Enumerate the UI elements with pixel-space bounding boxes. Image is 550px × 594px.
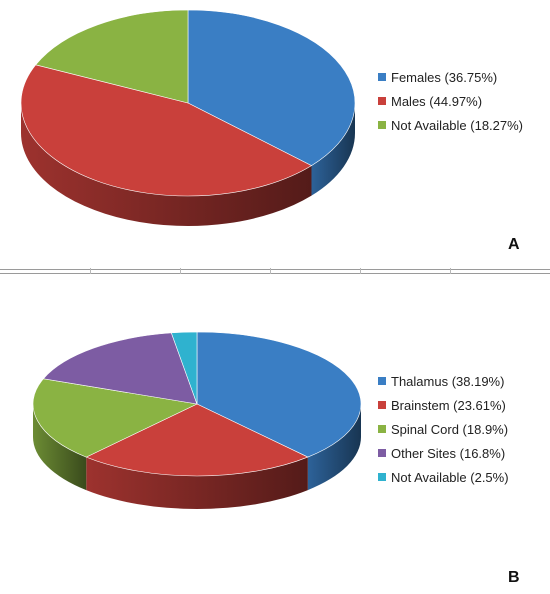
legend-b: Thalamus (38.19%) Brainstem (23.61%) Spi… <box>378 369 509 489</box>
pie-top-faces <box>20 9 356 197</box>
legend-swatch <box>378 425 386 433</box>
pie-slice-side <box>307 404 361 491</box>
panel-label-b: B <box>508 569 520 586</box>
divider-tick <box>180 268 181 274</box>
pie-side-walls <box>33 404 361 509</box>
legend-label: Brainstem (23.61%) <box>391 397 506 413</box>
legend-label: Other Sites (16.8%) <box>391 445 506 461</box>
panel-divider <box>0 269 550 274</box>
divider-tick <box>450 268 451 274</box>
pie-slice-side <box>21 103 312 226</box>
legend-item: Females (36.75%) <box>378 65 523 89</box>
chart-panel-b: Thalamus (38.19%) Brainstem (23.61%) Spi… <box>0 276 550 594</box>
legend-item: Males (44.97%) <box>378 89 523 113</box>
legend-swatch <box>378 449 386 457</box>
legend-swatch <box>378 97 386 105</box>
pie-slice <box>196 331 362 458</box>
pie-slice-side <box>33 404 87 491</box>
legend-item: Not Available (18.27%) <box>378 113 523 137</box>
pie-chart-a <box>20 9 356 226</box>
legend-label: Thalamus (38.19%) <box>391 373 505 389</box>
legend-label: Males (44.97%) <box>391 93 483 109</box>
pie-slice <box>170 331 198 405</box>
legend-swatch <box>378 401 386 409</box>
legend-item: Thalamus (38.19%) <box>378 369 509 393</box>
divider-tick <box>360 268 361 274</box>
legend-swatch <box>378 121 386 129</box>
pie-slice-side <box>86 457 308 509</box>
legend-label: Females (36.75%) <box>391 69 498 85</box>
pie-slice <box>32 378 198 458</box>
legend-swatch <box>378 377 386 385</box>
legend-label: Spinal Cord (18.9%) <box>391 421 509 437</box>
divider-tick <box>270 268 271 274</box>
legend-item: Not Available (2.5%) <box>378 465 509 489</box>
legend-item: Spinal Cord (18.9%) <box>378 417 509 441</box>
legend-label: Not Available (18.27%) <box>391 117 524 133</box>
pie-slice <box>85 403 309 477</box>
pie-slice <box>20 64 313 197</box>
panel-label-a: A <box>508 236 520 253</box>
legend-swatch <box>378 73 386 81</box>
legend-swatch <box>378 473 386 481</box>
divider-tick <box>90 268 91 274</box>
pie-slice <box>42 332 198 405</box>
legend-a: Females (36.75%) Males (44.97%) Not Avai… <box>378 65 523 137</box>
legend-item: Brainstem (23.61%) <box>378 393 509 417</box>
legend-label: Not Available (2.5%) <box>391 469 509 485</box>
pie-slice <box>187 9 356 166</box>
chart-panel-a: Females (36.75%) Males (44.97%) Not Avai… <box>0 0 550 268</box>
legend-item: Other Sites (16.8%) <box>378 441 509 465</box>
pie-slice <box>35 9 189 104</box>
pie-chart-b <box>32 331 362 509</box>
pie-top-faces <box>32 331 362 477</box>
